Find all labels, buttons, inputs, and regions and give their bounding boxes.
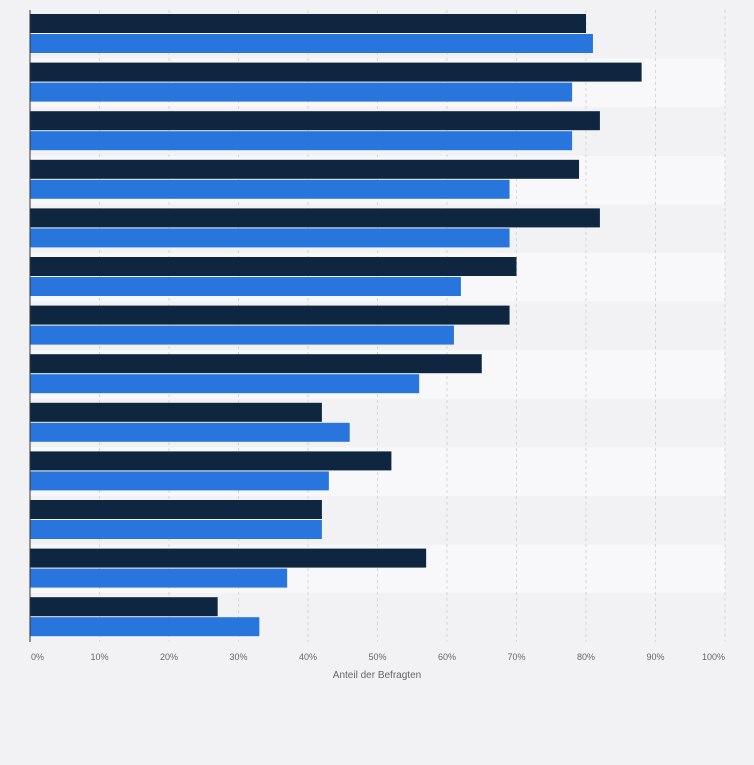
x-tick-label: 90% <box>646 652 664 662</box>
bar-series-1 <box>30 548 427 568</box>
bar-series-2 <box>30 179 510 199</box>
bar-series-1 <box>30 500 322 519</box>
bar-series-2 <box>30 82 573 102</box>
bar-series-2 <box>30 617 260 637</box>
bar-series-1 <box>30 111 600 131</box>
bar-series-1 <box>30 14 586 33</box>
bars <box>30 14 642 637</box>
bar-series-1 <box>30 354 482 374</box>
bar-series-2 <box>30 228 510 248</box>
bar-series-1 <box>30 402 322 422</box>
x-tick-label: 10% <box>90 652 108 662</box>
bar-series-2 <box>30 131 573 151</box>
x-tick-label: 50% <box>368 652 386 662</box>
x-tick-label: 0% <box>31 652 44 662</box>
x-tick-label: 60% <box>438 652 456 662</box>
bar-series-1 <box>30 597 218 617</box>
x-tick-label: 40% <box>299 652 317 662</box>
x-tick-label: 100% <box>702 652 725 662</box>
bar-series-2 <box>30 34 593 53</box>
x-tick-label: 20% <box>160 652 178 662</box>
x-tick-label: 30% <box>229 652 247 662</box>
bar-series-2 <box>30 520 322 539</box>
x-axis-label: Anteil der Befragten <box>333 670 421 681</box>
x-tick-label: 70% <box>507 652 525 662</box>
bar-series-1 <box>30 208 600 228</box>
x-tick-label: 80% <box>577 652 595 662</box>
bar-series-2 <box>30 568 288 588</box>
bar-series-2 <box>30 471 329 491</box>
x-axis-ticks: 0% 10% 20% 30% 40% 50% 60% 70% 80% 90% 100% <box>31 652 725 662</box>
bar-series-1 <box>30 305 510 325</box>
bar-series-1 <box>30 257 517 276</box>
bar-series-2 <box>30 325 454 345</box>
bar-series-2 <box>30 422 350 442</box>
bar-series-2 <box>30 374 420 394</box>
bar-series-1 <box>30 62 642 82</box>
bar-series-1 <box>30 159 580 179</box>
bar-series-2 <box>30 277 461 296</box>
bar-series-1 <box>30 451 392 471</box>
